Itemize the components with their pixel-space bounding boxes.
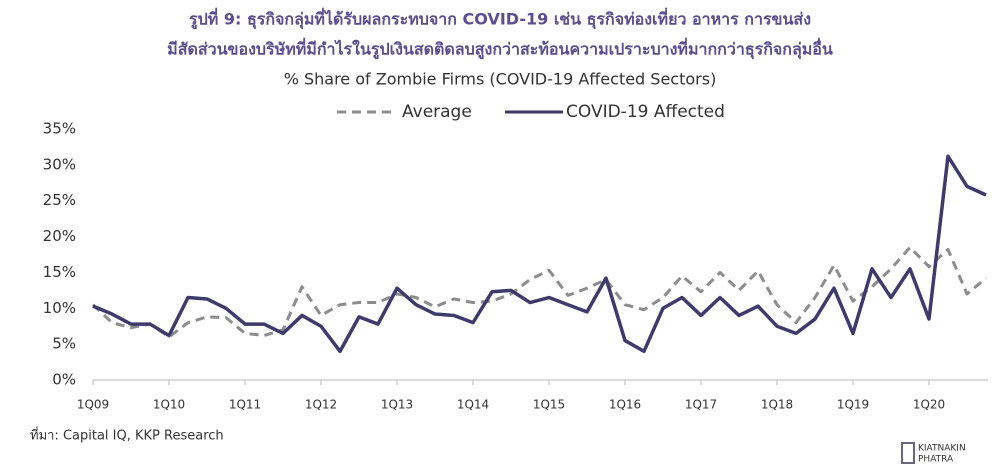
- chart-title: รูปที่ 9: ธุรกิจกลุ่มที่ได้รับผลกระทบจาก…: [189, 8, 811, 31]
- line: [92, 154, 987, 354]
- legend-label: Average: [402, 102, 472, 122]
- x-tick-label: 1Q17: [685, 398, 717, 412]
- logo: KIATNAKIN: [918, 444, 966, 454]
- x-tick-label: 1Q12: [305, 398, 337, 412]
- x-tick-label: 1Q18: [761, 398, 793, 412]
- x-tick-label: 1Q14: [457, 398, 489, 412]
- y-tick-label: 25%: [43, 191, 76, 209]
- logo-icon: [901, 442, 915, 464]
- y-tick-label: 10%: [43, 299, 76, 317]
- y-tick-label: 0%: [52, 371, 76, 389]
- x-tick-label: 1Q20: [913, 398, 945, 412]
- line: [91, 245, 987, 339]
- x-tick-label: 1Q19: [837, 398, 869, 412]
- chart-title: มีสัดส่วนของบริษัทที่มีกำไรในรูปเงินสดติ…: [167, 38, 833, 61]
- x-tick-label: 1Q15: [533, 398, 565, 412]
- y-tick-label: 15%: [43, 263, 76, 281]
- x-tick-label: 1Q16: [609, 398, 641, 412]
- logo: PHATRA: [918, 455, 954, 465]
- y-tick-label: 5%: [52, 335, 76, 353]
- x-tick-label: 1Q10: [153, 398, 185, 412]
- y-tick-label: 20%: [43, 227, 76, 245]
- chart-subtitle: % Share of Zombie Firms (COVID-19 Affect…: [284, 70, 717, 89]
- y-tick-label: 35%: [43, 120, 76, 138]
- x-tick-label: 1Q13: [381, 398, 413, 412]
- legend-label: COVID-19 Affected: [566, 102, 725, 122]
- x-tick-label: 1Q11: [229, 398, 261, 412]
- y-tick-label: 30%: [43, 155, 76, 173]
- x-tick-label: 1Q09: [77, 398, 109, 412]
- source: ที่มา: Capital IQ, KKP Research: [30, 427, 224, 444]
